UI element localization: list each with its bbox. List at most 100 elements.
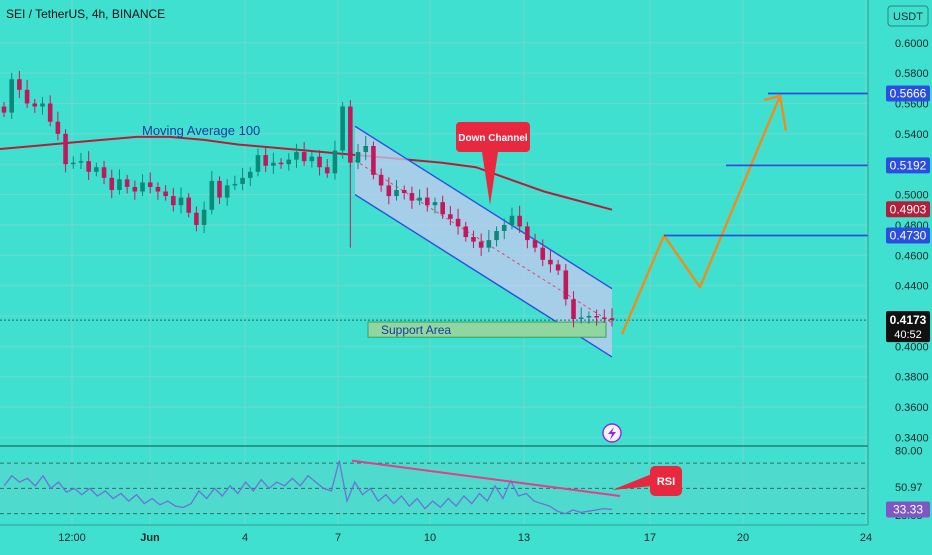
time-tick-label: 10 (424, 532, 436, 544)
down-channel-callout-pointer (482, 152, 498, 205)
candle-body (540, 247, 546, 260)
time-axis[interactable]: 12:00 Jun 4 7 10 13 17 20 24 (0, 524, 872, 544)
candle-countdown: 40:52 (894, 329, 922, 341)
rsi-callout-pointer (612, 474, 652, 490)
lightning-icon-glyph[interactable] (608, 427, 616, 440)
candle-body (263, 155, 268, 166)
price-axis[interactable]: 0.60000.58000.56000.54000.52000.50000.48… (867, 0, 932, 550)
price-badge-target: 0.5192 (886, 157, 930, 174)
candle-body (255, 155, 261, 172)
price-tick-label: 0.3600 (895, 402, 929, 414)
candle-body (486, 240, 492, 248)
candle-body (294, 152, 299, 160)
currency-button-box[interactable] (887, 5, 929, 27)
candle-body (317, 156, 322, 168)
price-badge-box (886, 201, 930, 218)
candle-body (101, 167, 107, 178)
price-tick-label: 0.5800 (895, 68, 929, 80)
candle-body (32, 103, 38, 107)
candle-body (409, 193, 415, 201)
candle-body (332, 150, 338, 174)
candle-body (517, 215, 522, 227)
projection-arrowhead (763, 94, 788, 132)
candle-body (509, 215, 515, 225)
candle-body (478, 241, 484, 248)
candle-body (363, 145, 369, 153)
candle-body (47, 103, 53, 122)
candle-body (348, 106, 353, 163)
candle-body (609, 318, 615, 321)
candle-body (324, 167, 330, 174)
symbol-title: SEI / TetherUS, 4h, BINANCE (6, 7, 165, 21)
candle-body (70, 162, 76, 165)
rsi-callout: RSI (612, 466, 682, 496)
price-tick-label: 0.5000 (895, 190, 929, 202)
rsi-pane (0, 459, 868, 515)
rsi-callout-box (650, 466, 682, 496)
rsi-value-badge-box (886, 501, 930, 518)
price-badge-box (886, 85, 930, 102)
price-badge-text: 0.4903 (890, 202, 927, 216)
price-badge-box (886, 227, 930, 244)
candle-body (224, 185, 230, 198)
candle-body (471, 237, 476, 242)
candle-body (578, 317, 584, 320)
last-price-badge-box (886, 311, 930, 343)
candle-body (117, 179, 122, 190)
candle-body (217, 180, 222, 198)
candle-body (271, 162, 276, 166)
projection-layer (620, 94, 788, 335)
price-badge-target: 0.4730 (886, 227, 930, 244)
support-area-box (367, 321, 607, 338)
candle-body (594, 315, 599, 318)
rsi-callout-text: RSI (657, 476, 675, 488)
candle-body (40, 103, 45, 107)
candle-body (63, 133, 68, 165)
price-tick-label: 0.4000 (895, 341, 929, 353)
price-tick-label: 0.4400 (895, 281, 929, 293)
time-tick-label: Jun (140, 532, 160, 544)
candle-body (432, 202, 438, 206)
candle-body (571, 299, 576, 320)
time-tick-label: 13 (518, 532, 530, 544)
candle-body (1, 106, 7, 113)
candle-body (501, 224, 507, 231)
moving-average-layer (0, 135, 613, 211)
price-badge-moving-average: 0.4903 (886, 201, 930, 218)
lightning-icon[interactable] (602, 423, 622, 443)
down-channel-callout-box (456, 122, 530, 152)
price-badge-text: 0.5192 (890, 158, 927, 172)
currency-button-label[interactable]: USDT (893, 11, 923, 23)
candle-body (124, 179, 130, 187)
price-tick-label: 0.3800 (895, 372, 929, 384)
projection-path (620, 95, 782, 335)
candle-body (9, 79, 14, 113)
candle-body (247, 171, 253, 178)
support-area-label: Support Area (381, 323, 451, 337)
candle-body (463, 226, 469, 238)
candle-body (286, 159, 292, 165)
target-lines (664, 92, 868, 237)
candle-body (78, 161, 84, 163)
price-badge-text: 0.5666 (890, 86, 927, 100)
time-tick-label: 20 (737, 532, 749, 544)
candle-body (371, 145, 376, 175)
candles (0, 71, 868, 328)
candle-body (55, 121, 61, 134)
moving-average-label: Moving Average 100 (142, 123, 260, 138)
rsi-divergence-line (351, 459, 621, 497)
candle-body (417, 197, 422, 201)
candle-body (424, 197, 430, 206)
candle-body (525, 226, 530, 241)
candle-body (278, 162, 284, 165)
time-tick-label: 24 (860, 532, 872, 544)
candle-body (155, 186, 161, 192)
candle-body (563, 270, 569, 300)
currency-button[interactable]: USDT (887, 5, 929, 27)
price-tick-label: 0.5400 (895, 129, 929, 141)
down-channel-callout-text: Down Channel (458, 133, 528, 144)
candle-body (178, 197, 184, 206)
price-badge-last-price: 0.4173 40:52 (886, 311, 930, 343)
